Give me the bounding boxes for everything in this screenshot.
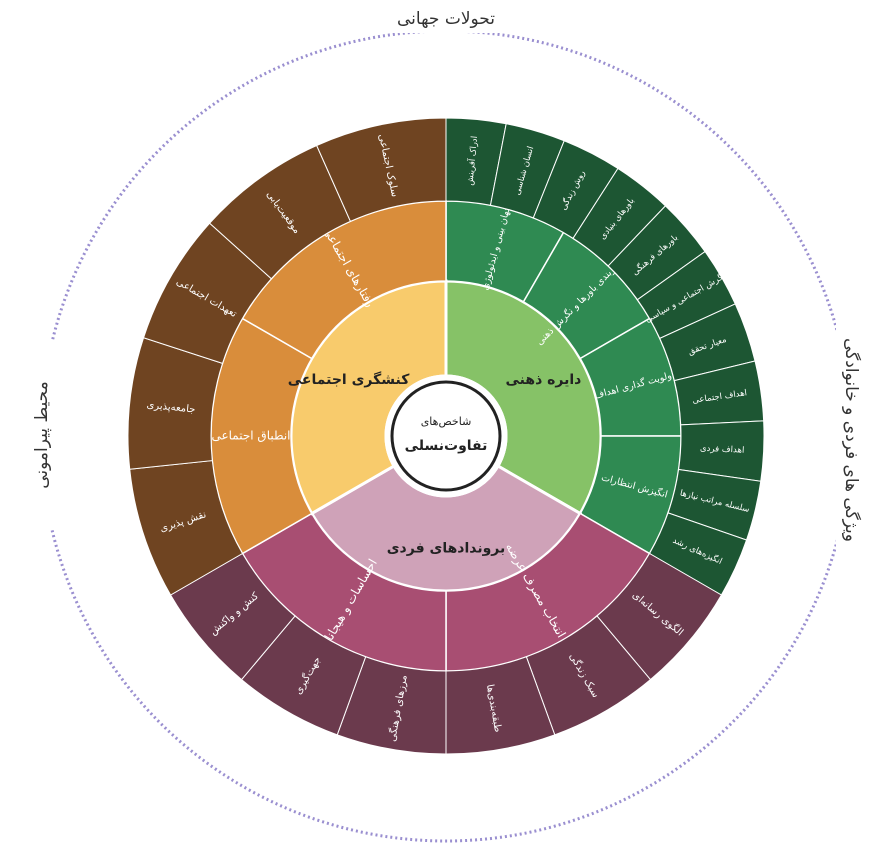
- center-label: شاخص‌های: [421, 415, 472, 428]
- inner-label: برونداد‌های فردی: [387, 541, 506, 557]
- inner-label: کنشگری اجتماعی: [288, 371, 410, 388]
- center-circle: [386, 376, 506, 496]
- surrounding-label: تحولات جهانی: [397, 9, 495, 29]
- segment-label: انطباق اجتماعی: [211, 429, 290, 443]
- center-label: تفاوت‌نسلی: [405, 438, 488, 454]
- surrounding-label: ویژگی های فردی و خانوادگی: [841, 338, 862, 542]
- inner-label: دایره ذهنی: [505, 372, 581, 388]
- segment-label: اهداف فردی: [700, 444, 745, 456]
- surrounding-label: محیط پیرامونی: [32, 381, 52, 489]
- diagram: تحولات جهانی محیط پیرامونی ویژگی های فرد…: [0, 0, 891, 868]
